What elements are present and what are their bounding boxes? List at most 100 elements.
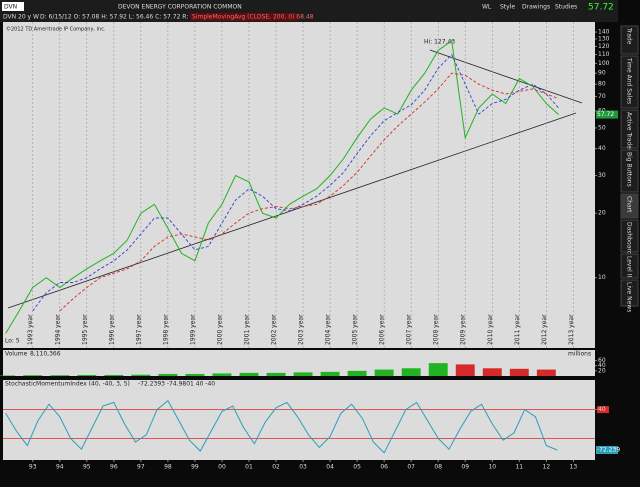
x-tick-label: 1993 year bbox=[27, 314, 34, 345]
y-tick-label: 20 bbox=[598, 210, 606, 217]
volume-bar bbox=[455, 364, 475, 376]
button[interactable]: WL bbox=[482, 4, 492, 11]
x-tick-label: 93 bbox=[29, 464, 37, 471]
y-tick-label: 90 bbox=[598, 70, 606, 77]
y-tick-label: 140 bbox=[598, 29, 610, 36]
volume-bar bbox=[347, 370, 367, 376]
x-tick-label: 94 bbox=[56, 464, 64, 471]
x-tick-label: 1999 year bbox=[189, 314, 196, 345]
series-line bbox=[59, 72, 559, 312]
volume-bar bbox=[50, 375, 70, 376]
symbol[interactable]: DVN bbox=[4, 4, 17, 11]
x-tick-label: 2003 year bbox=[298, 314, 305, 345]
hi-label: Hi: 127.43 bbox=[424, 39, 455, 46]
tab-label[interactable]: Time And Sales bbox=[626, 57, 633, 104]
tab-label[interactable]: Big Buttons bbox=[626, 152, 633, 187]
tab-label[interactable]: Chart bbox=[626, 196, 633, 213]
x-tick-label: 05 bbox=[353, 464, 361, 471]
quote: D: 6/15/12 O: 57.08 H: 57.92 L: 56.46 C:… bbox=[40, 14, 204, 21]
panel-title: Volume bbox=[5, 351, 28, 358]
x-tick-label: 01 bbox=[245, 464, 253, 471]
last-tag bbox=[596, 446, 618, 455]
tab[interactable] bbox=[620, 253, 639, 279]
volume-bar bbox=[212, 373, 232, 376]
x-tick-label: 2012 year bbox=[541, 314, 548, 345]
symbol-box[interactable] bbox=[2, 2, 24, 11]
x-tick-label: 06 bbox=[380, 464, 388, 471]
volume-bar bbox=[104, 374, 124, 376]
volume-bar bbox=[482, 368, 502, 376]
x-tick-label: 96 bbox=[110, 464, 118, 471]
volume-bar bbox=[536, 369, 556, 376]
series-line bbox=[5, 39, 559, 334]
study: SimpleMovingAvg (CLOSE, 200, 0) 68.48 bbox=[192, 14, 314, 21]
volume-bar bbox=[428, 363, 448, 376]
y-tick-label: 80 bbox=[598, 81, 606, 88]
volume-bar bbox=[185, 373, 205, 376]
tab[interactable] bbox=[620, 279, 639, 307]
x-tick-label: 2000 year bbox=[216, 314, 223, 345]
y-tick-label: 100 bbox=[598, 60, 610, 67]
tab-label[interactable]: Dashboard bbox=[626, 222, 633, 255]
x-tick-label: 95 bbox=[83, 464, 91, 471]
button[interactable]: Drawings bbox=[522, 4, 550, 11]
company: DEVON ENERGY CORPORATION COMMON bbox=[118, 4, 242, 11]
panel-title: StochasticMomentumIndex (40, -40, 3, 5) bbox=[5, 381, 130, 388]
x-tick-label: 09 bbox=[461, 464, 469, 471]
x-tick-label: 2008 year bbox=[433, 314, 440, 345]
y-tick-label: 40 bbox=[598, 406, 606, 413]
x-tick-label: 00 bbox=[218, 464, 226, 471]
volume-bar bbox=[131, 374, 151, 376]
x-tick-label: 2002 year bbox=[271, 314, 278, 345]
volume-bar bbox=[509, 368, 529, 376]
x-tick-label: 13 bbox=[570, 464, 578, 471]
x-tick-label: 2004 year bbox=[325, 314, 332, 345]
tab[interactable] bbox=[620, 193, 639, 219]
tab-label[interactable]: Live News bbox=[626, 282, 633, 312]
x-tick-label: 98 bbox=[164, 464, 172, 471]
last-tag-label: -72.239 bbox=[597, 447, 620, 454]
tab[interactable] bbox=[620, 25, 639, 55]
x-tick-label: 2013 year bbox=[568, 314, 575, 345]
study-box bbox=[190, 13, 298, 21]
volume-bar bbox=[239, 372, 259, 376]
tab[interactable] bbox=[620, 149, 639, 193]
x-tick-label: 99 bbox=[191, 464, 199, 471]
period[interactable]: DVN 20 y W bbox=[3, 14, 39, 21]
y-tick-label: 50 bbox=[598, 124, 606, 131]
series-line bbox=[5, 399, 558, 454]
x-tick-label: 2001 year bbox=[243, 314, 250, 345]
x-tick-label: 1995 year bbox=[81, 314, 88, 345]
tab[interactable] bbox=[620, 55, 639, 109]
tab-label[interactable]: Active Trader bbox=[626, 112, 633, 152]
plots: 1993 year 1994 year 1995 year 1996 year 1997… bbox=[0, 22, 620, 471]
volume-bar bbox=[23, 375, 43, 376]
button[interactable]: Studies bbox=[555, 4, 577, 11]
tab[interactable] bbox=[620, 219, 639, 253]
y-tick-label: 130 bbox=[598, 35, 610, 42]
tab-label[interactable]: Trade bbox=[626, 27, 633, 45]
tab-label[interactable]: Level II bbox=[626, 256, 633, 278]
trendline[interactable] bbox=[7, 112, 577, 309]
volume-bar bbox=[374, 369, 394, 376]
tab[interactable] bbox=[620, 109, 639, 149]
toolbar bbox=[0, 0, 618, 22]
x-tick-label: 2006 year bbox=[379, 314, 386, 345]
x-tick-label: 08 bbox=[434, 464, 442, 471]
trendline[interactable] bbox=[429, 49, 583, 104]
copyright: ©2012 TD Ameritrade IP Company, Inc. bbox=[6, 26, 106, 33]
y-tick-label: 110 bbox=[598, 51, 610, 58]
x-tick-label: 12 bbox=[543, 464, 551, 471]
x-tick-label: 11 bbox=[515, 464, 523, 471]
button[interactable]: Style bbox=[500, 4, 515, 11]
x-tick-label: 97 bbox=[137, 464, 145, 471]
volume-bar bbox=[320, 371, 340, 376]
x-tick-label: 10 bbox=[488, 464, 496, 471]
volume-bar bbox=[266, 372, 286, 376]
y-tick-label: 70 bbox=[598, 93, 606, 100]
y-tick-label: 120 bbox=[598, 43, 610, 50]
price-panel bbox=[3, 22, 595, 348]
volume-bar bbox=[0, 375, 16, 376]
